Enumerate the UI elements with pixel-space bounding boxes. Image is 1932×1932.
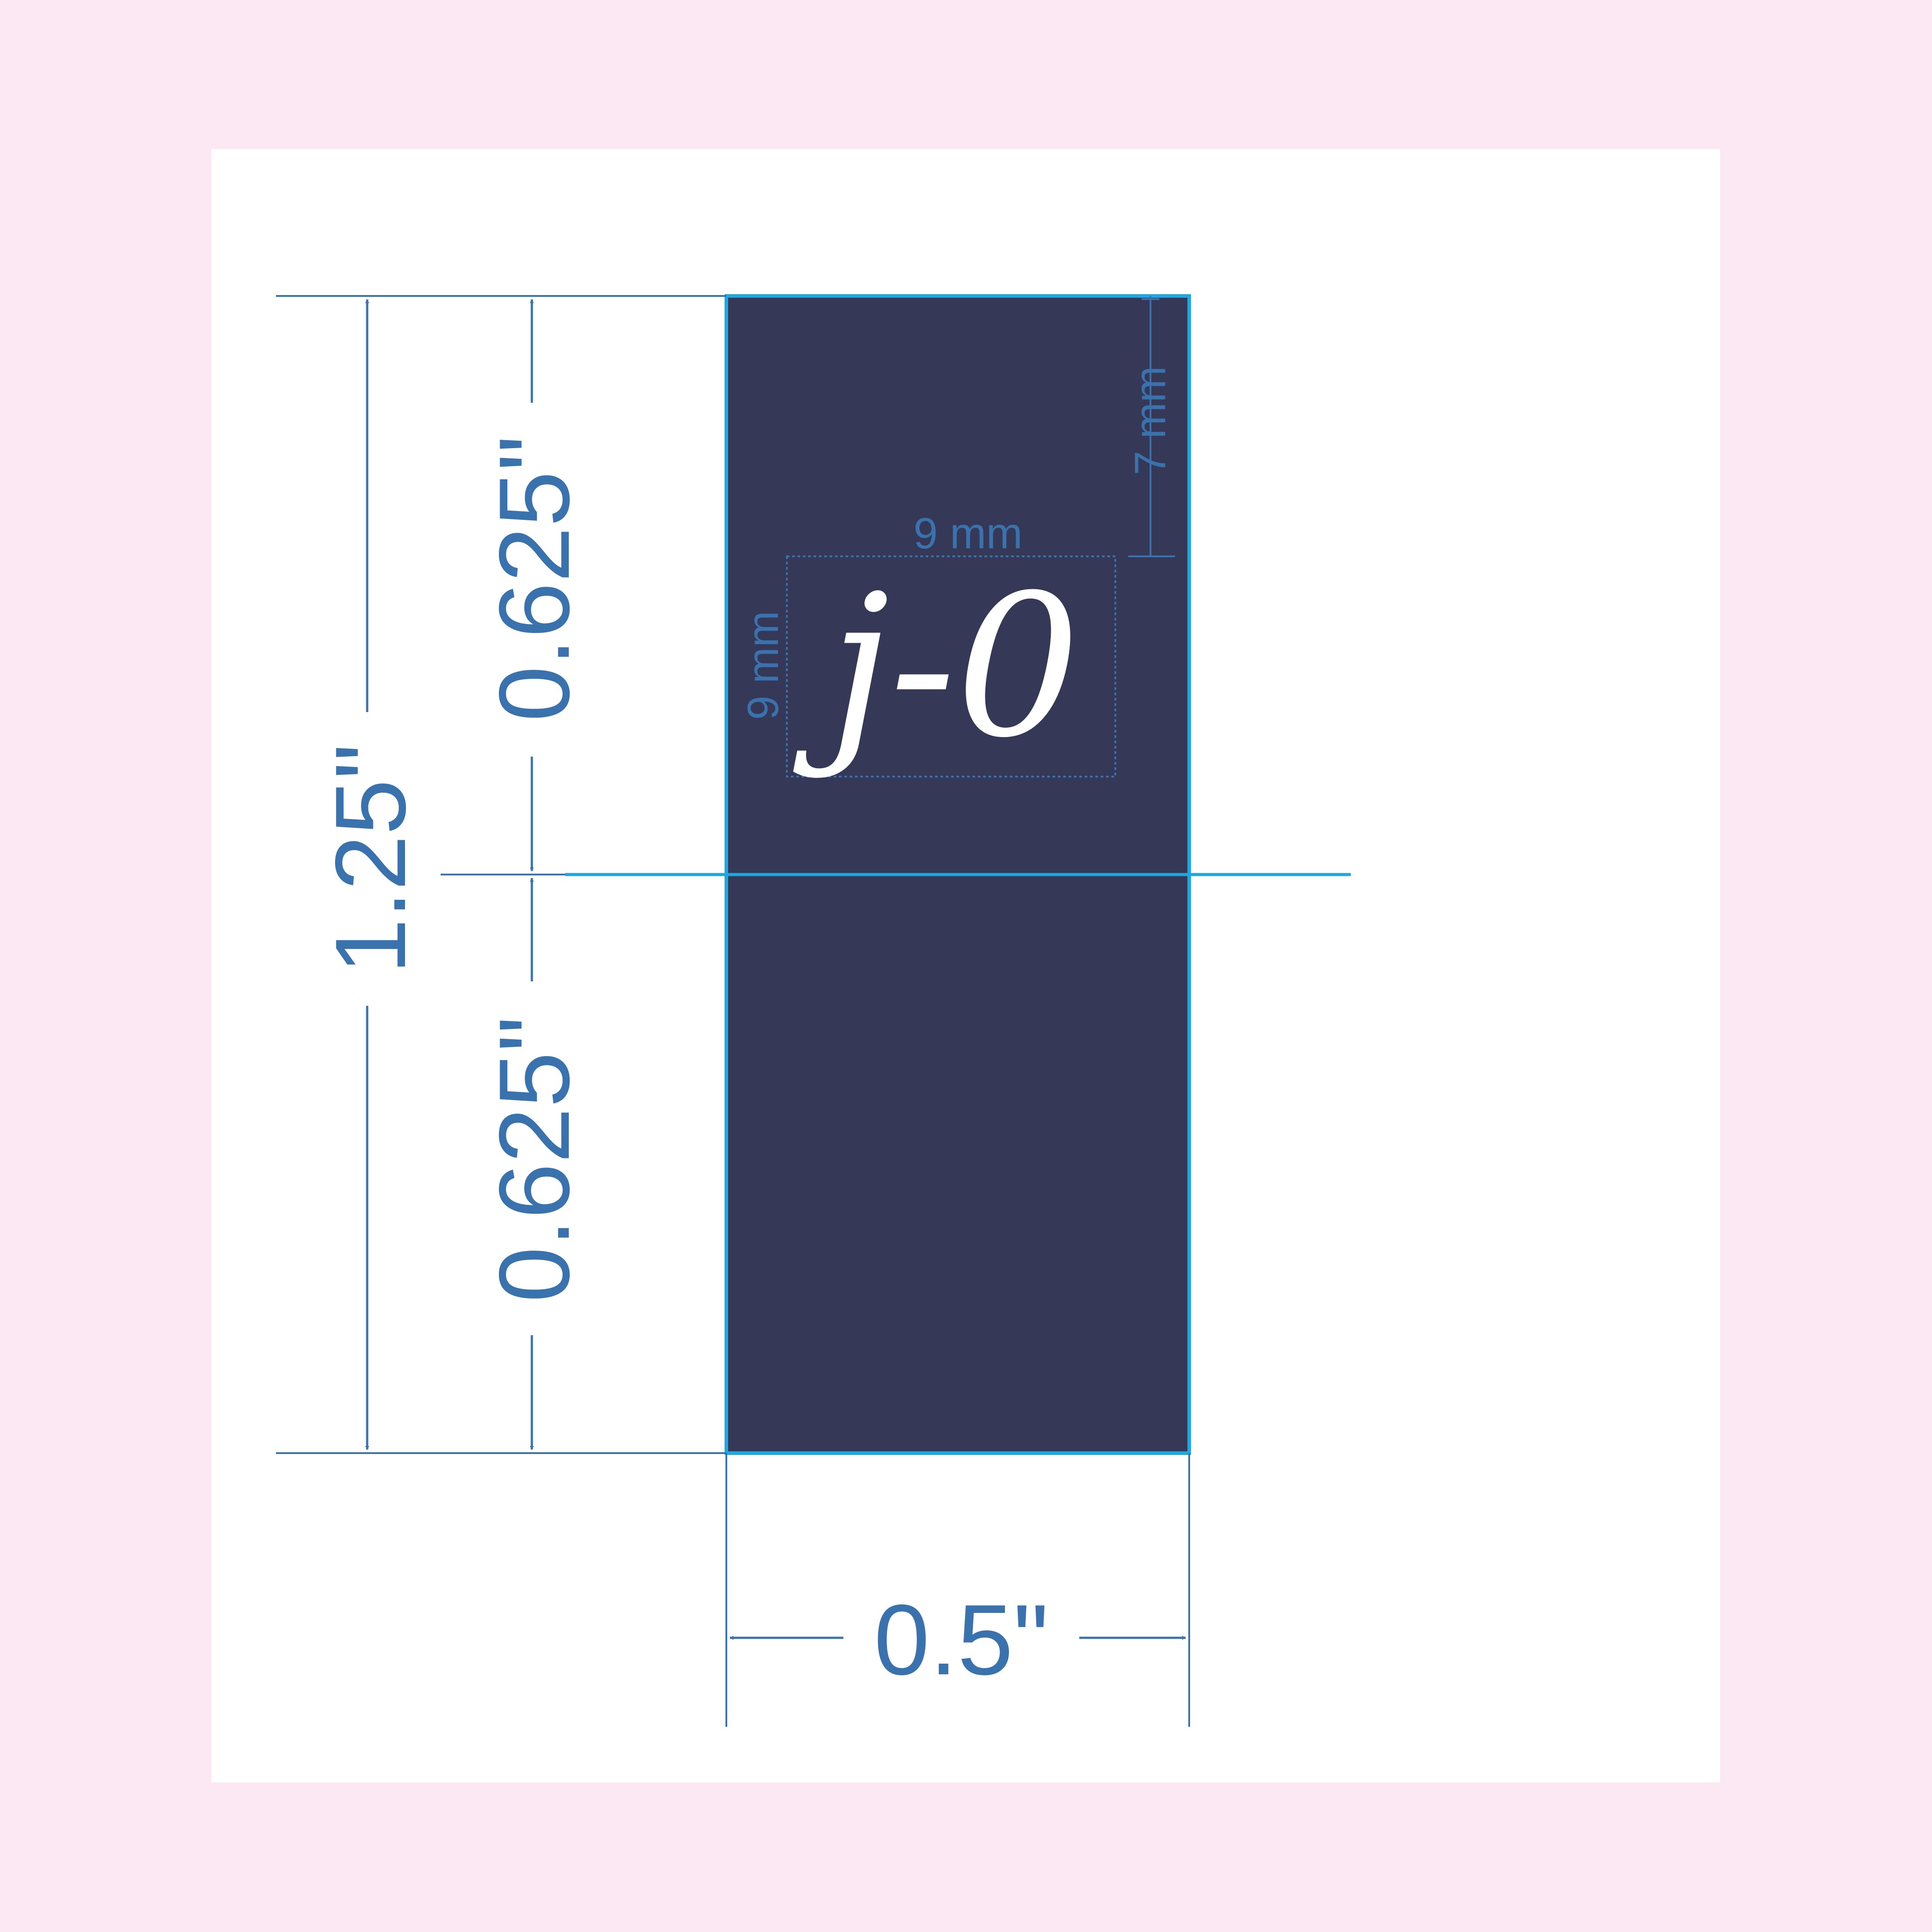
box-width-label: 9 mm <box>914 509 1023 558</box>
box-height-label: 9 mm <box>738 611 787 720</box>
width-label: 0.5" <box>874 1584 1049 1696</box>
top-half-label: 0.625" <box>478 436 590 722</box>
text-bounding-box <box>786 555 1116 778</box>
bottom-half-label: 0.625" <box>478 1017 590 1303</box>
top-offset-dimension <box>1128 296 1175 557</box>
label-text: j-0 <box>792 553 1081 781</box>
total-height-label: 1.25" <box>314 744 426 974</box>
extension-lines <box>276 295 1190 1727</box>
top-offset-label: 7 mm <box>1126 366 1175 475</box>
